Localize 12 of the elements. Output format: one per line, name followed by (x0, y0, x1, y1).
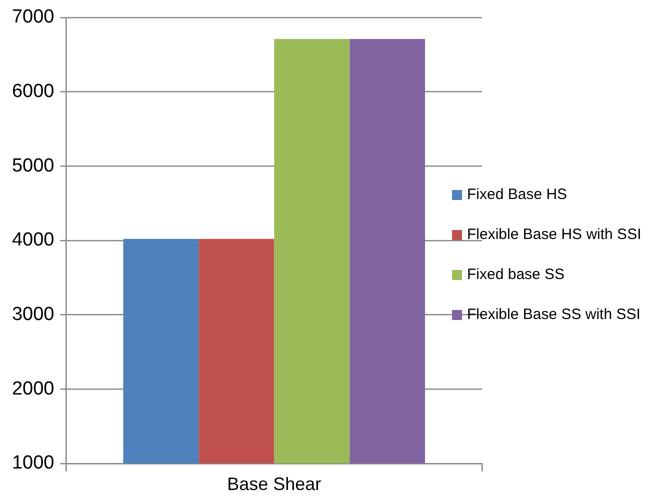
y-tick-label: 5000 (12, 155, 54, 176)
y-tick-label: 3000 (12, 304, 54, 325)
legend-label: Flexible Base HS with SSI (467, 226, 642, 243)
legend-label: Fixed Base HS (467, 186, 568, 203)
legend-label: Flexible Base SS with SSI (467, 306, 640, 323)
y-tick-label: 4000 (12, 230, 54, 251)
legend-label: Fixed base SS (467, 266, 565, 283)
x-tick-label: Base Shear (227, 474, 322, 494)
y-tick-label: 2000 (12, 378, 54, 400)
y-tick-label: 7000 (12, 6, 54, 28)
y-tick-label: 1000 (12, 452, 54, 474)
y-tick-label: 6000 (12, 80, 54, 102)
